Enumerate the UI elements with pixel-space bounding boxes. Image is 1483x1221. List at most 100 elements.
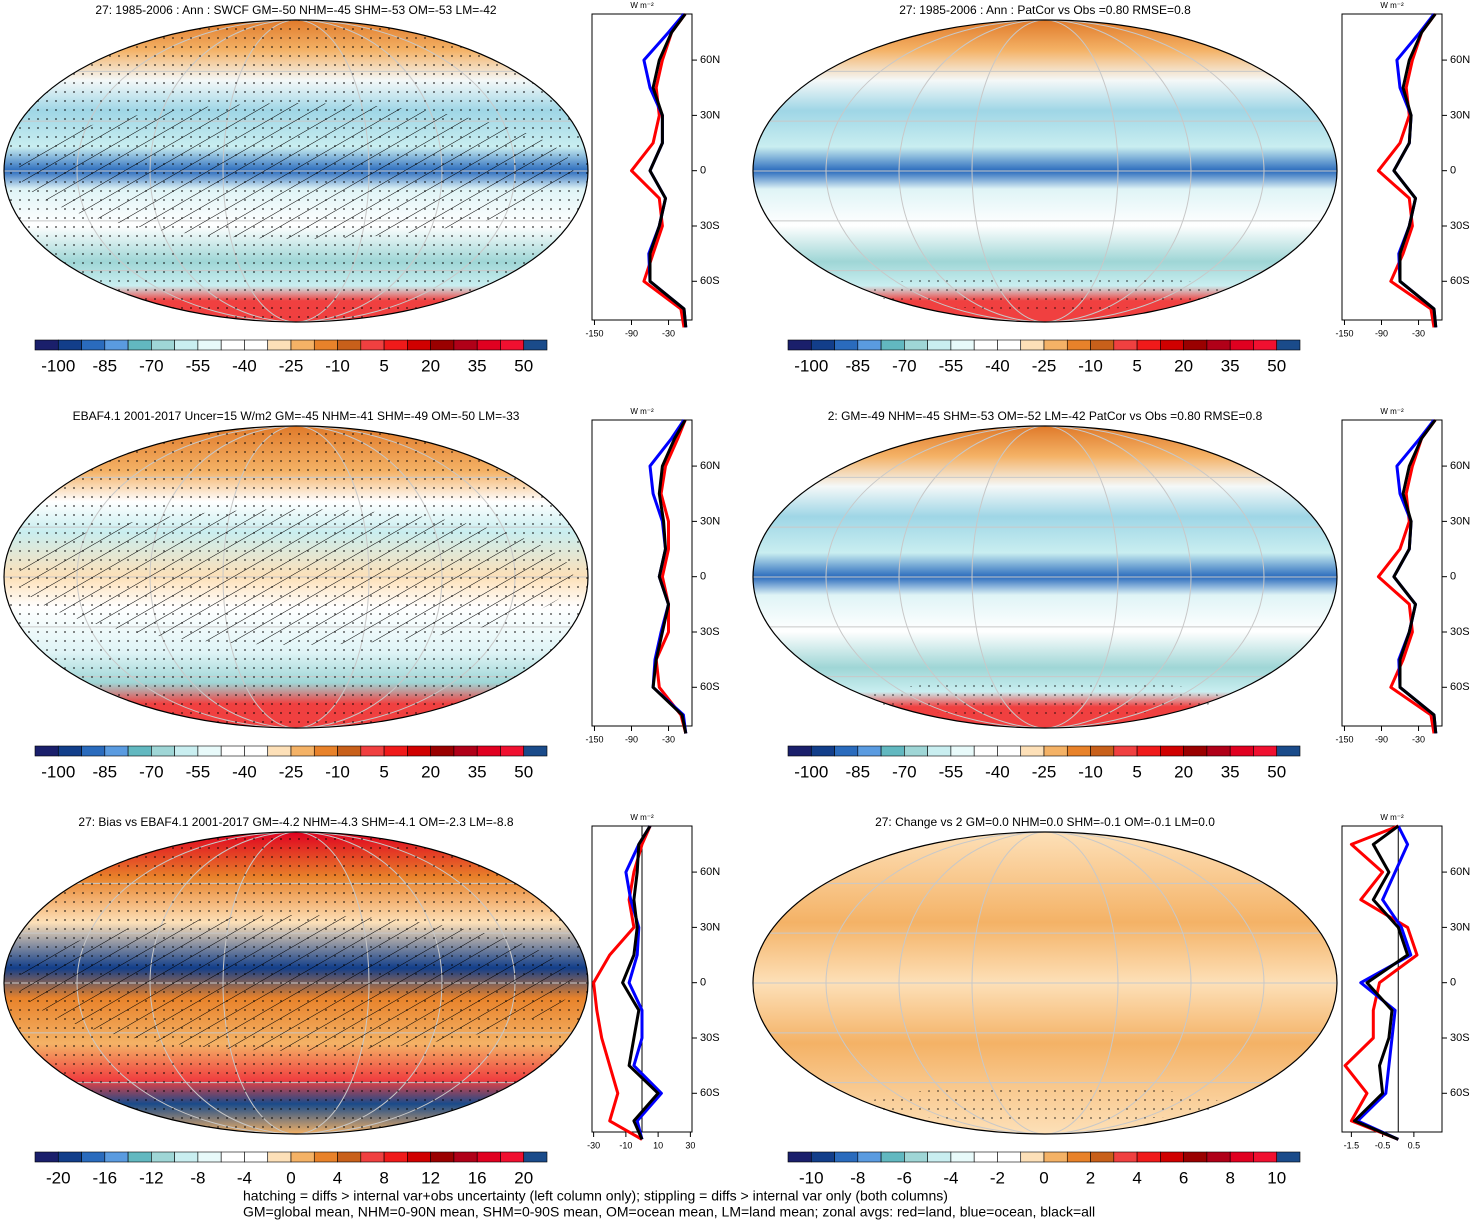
colorbar-box [407, 1151, 431, 1163]
colorbar-box [337, 1151, 362, 1163]
colorbar-box [950, 1151, 975, 1163]
colorbar-box [57, 1151, 82, 1163]
panel-title: 27: 1985-2006 : Ann : PatCor vs Obs =0.8… [899, 3, 1191, 17]
colorbar-box [904, 1151, 928, 1163]
zonal-line [1376, 13, 1437, 328]
colorbar-box [220, 339, 245, 351]
y-tick-label: 30N [1450, 921, 1470, 933]
profile-frame [591, 13, 693, 321]
colorbar-box [1253, 745, 1278, 757]
colorbar-box [267, 745, 292, 757]
colorbar-box [810, 339, 835, 351]
zonal-line [648, 13, 688, 328]
y-tick-label: 60S [700, 275, 720, 287]
profile-frame [1341, 825, 1443, 1133]
x-tick-label: -90 [1375, 734, 1388, 744]
colorbar-box [290, 339, 315, 351]
colorbar-box [787, 1151, 812, 1163]
x-tick-label: -30 [662, 734, 675, 744]
colorbar-box [430, 1151, 455, 1163]
y-tick-label: 0 [1450, 977, 1456, 989]
colorbar-label: 20 [421, 356, 440, 375]
colorbar-box [104, 339, 129, 351]
map [3, 425, 589, 729]
colorbar-box [1183, 339, 1208, 351]
colorbar-box [174, 1151, 199, 1163]
colorbar-box [476, 1151, 501, 1163]
map-outline [3, 425, 589, 729]
colorbar-label: 20 [421, 762, 440, 781]
y-tick-label: 0 [700, 977, 706, 989]
colorbar-box [34, 339, 59, 351]
colorbar-box [1090, 745, 1115, 757]
colorbar-label: 20 [514, 1168, 533, 1187]
y-tick-label: 60N [1450, 866, 1470, 878]
colorbar-label: -10 [799, 1168, 824, 1187]
colorbar-label: -25 [279, 356, 304, 375]
colorbar-box [383, 1151, 408, 1163]
zonal-line [1392, 419, 1438, 734]
colorbar-box [1020, 339, 1045, 351]
colorbar-box [313, 1151, 338, 1163]
colorbar-box [500, 1151, 525, 1163]
stippling [4, 832, 588, 1134]
colorbar-box [973, 1151, 998, 1163]
units-label: W m⁻² [1380, 1, 1404, 10]
colorbar-box [857, 339, 882, 351]
colorbar-box [787, 339, 812, 351]
colorbar-label: 0 [1039, 1168, 1048, 1187]
colorbar-label: 2 [1086, 1168, 1095, 1187]
colorbar-box [360, 745, 385, 757]
colorbar-box [197, 1151, 222, 1163]
colorbar-label: 6 [1179, 1168, 1188, 1187]
colorbar-box [1136, 1151, 1161, 1163]
panel-title: 27: Bias vs EBAF4.1 2001-2017 GM=-4.2 NH… [78, 815, 514, 829]
y-tick-label: 60N [700, 460, 720, 472]
colorbar-box [337, 745, 362, 757]
colorbar-box [127, 1151, 152, 1163]
colorbar-label: -6 [897, 1168, 912, 1187]
y-tick-label: 30S [700, 626, 720, 638]
colorbar-label: 0 [286, 1168, 295, 1187]
colorbar-label: 50 [1267, 356, 1286, 375]
colorbar-box [313, 745, 338, 757]
colorbar-box [337, 339, 362, 351]
colorbar-box [997, 745, 1022, 757]
profile-frame [1341, 13, 1443, 321]
colorbar-label: 20 [1174, 762, 1193, 781]
colorbar-box [453, 339, 478, 351]
colorbar-label: 50 [514, 762, 533, 781]
units-label: W m⁻² [630, 813, 654, 822]
colorbar-label: -8 [190, 1168, 205, 1187]
colorbar-box [81, 339, 106, 351]
colorbar-label: -85 [93, 356, 118, 375]
y-tick-label: 60N [1450, 54, 1470, 66]
footer-line: GM=global mean, NHM=0-90N mean, SHM=0-90… [243, 1204, 1095, 1220]
colorbar-label: -55 [939, 762, 964, 781]
map-outline [3, 19, 589, 323]
colorbar-box [360, 339, 385, 351]
y-tick-label: 60N [1450, 460, 1470, 472]
profile-frame [591, 419, 693, 727]
y-tick-label: 60S [700, 681, 720, 693]
colorbar-label: 8 [1225, 1168, 1234, 1187]
map [3, 831, 589, 1135]
colorbar-label: 5 [1132, 356, 1141, 375]
colorbar-label: -2 [990, 1168, 1005, 1187]
x-tick-label: -30 [662, 328, 675, 338]
stippling [869, 679, 1221, 716]
colorbar-box [927, 1151, 952, 1163]
x-tick-label: -150 [1335, 734, 1353, 744]
panel-title: 2: GM=-49 NHM=-45 SHM=-53 OM=-52 LM=-42 … [828, 409, 1263, 423]
y-tick-label: 0 [1450, 571, 1456, 583]
map-outline [752, 19, 1338, 323]
units-label: W m⁻² [1380, 407, 1404, 416]
y-tick-label: 0 [1450, 165, 1456, 177]
y-tick-label: 0 [700, 165, 706, 177]
colorbar-label: -40 [232, 356, 257, 375]
map [752, 19, 1338, 323]
map [3, 19, 589, 323]
colorbar-box [1090, 339, 1115, 351]
colorbar-box [1066, 745, 1091, 757]
